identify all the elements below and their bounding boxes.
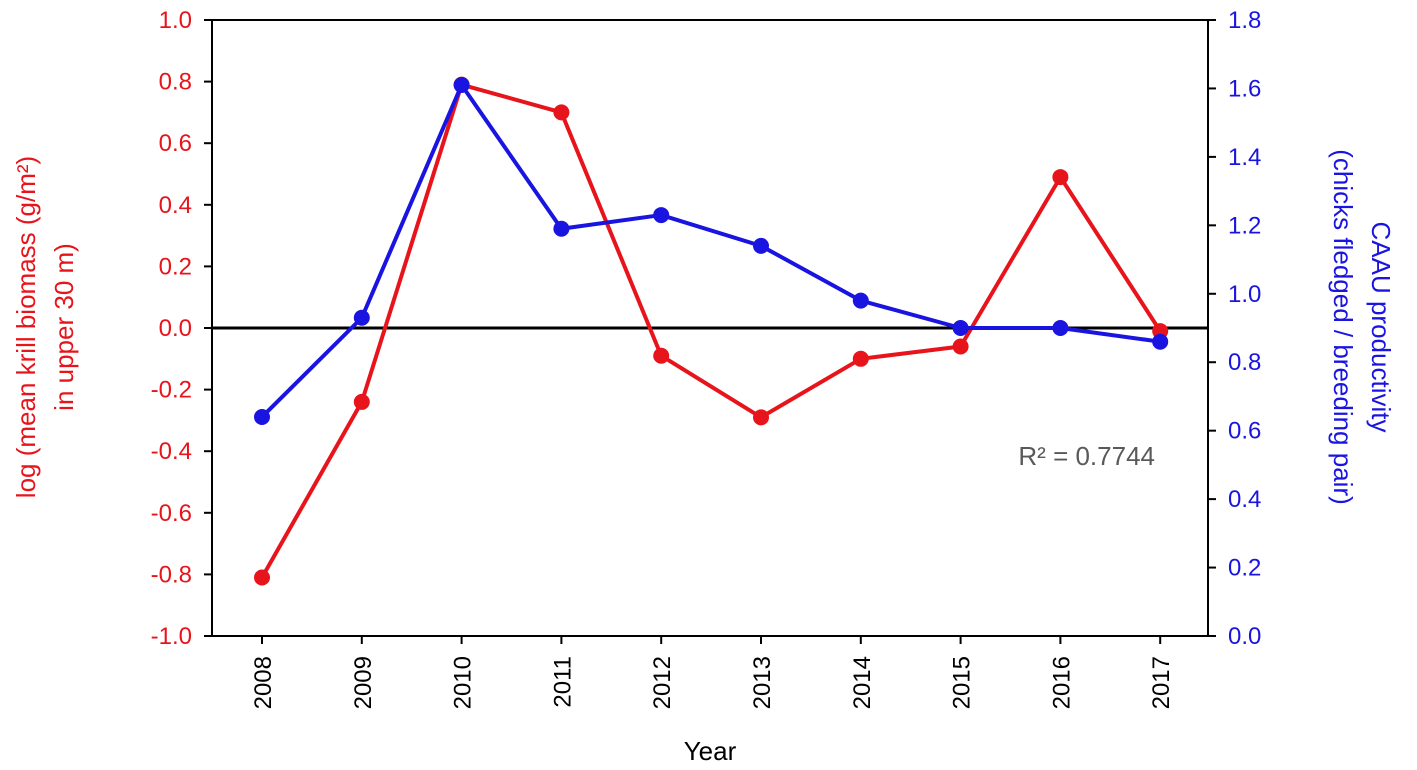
r-squared-annotation: R² = 0.7744 (1018, 441, 1155, 471)
right-tick-label: 0.2 (1228, 555, 1261, 582)
left-tick-label: -0.8 (151, 561, 192, 588)
left-tick-label: -0.4 (151, 438, 192, 465)
right-tick-label: 0.8 (1228, 349, 1261, 376)
left-tick-label: 0.4 (159, 192, 192, 219)
right-axis-ticks: 0.0 0.2 0.4 0.6 0.8 1.0 1.2 1.4 1.6 1.8 (1208, 7, 1261, 650)
right-tick-label: 1.8 (1228, 7, 1261, 34)
x-tick-label: 2017 (1148, 656, 1175, 709)
series-left-point (353, 393, 370, 410)
series-right-line (260, 83, 1161, 419)
series-right-point (852, 292, 869, 309)
series-right-point (753, 237, 769, 254)
left-tick-label: 0.0 (159, 315, 192, 342)
series-left-line (260, 82, 1162, 579)
series-group (254, 76, 1169, 586)
series-right-point (254, 408, 270, 425)
series-left-point (852, 350, 869, 367)
left-axis-ticks: -1.0 -0.8 -0.6 -0.4 -0.2 0.0 0.2 0.4 0.6 0.8 1.0 (151, 7, 212, 650)
left-axis-title-line2: in upper 30 m) (49, 243, 79, 411)
x-tick-label: 2012 (649, 656, 676, 709)
series-right-point (1052, 320, 1069, 336)
left-tick-label: 1.0 (159, 7, 192, 34)
series-right-point (453, 77, 470, 94)
series-left-point (1052, 169, 1069, 186)
left-tick-label: -0.2 (151, 377, 192, 404)
left-tick-label: -0.6 (151, 500, 192, 527)
left-tick-label: 0.6 (159, 130, 192, 157)
x-tick-label: 2010 (450, 656, 477, 709)
right-tick-label: 1.6 (1228, 75, 1261, 102)
series-left-point (553, 104, 570, 121)
x-tick-label: 2016 (1048, 656, 1075, 709)
series-left-point (753, 409, 769, 426)
left-tick-label: 0.8 (159, 69, 192, 96)
right-tick-label: 1.0 (1228, 281, 1261, 308)
series-left-point (952, 338, 969, 355)
x-axis-title: Year (684, 736, 737, 766)
right-tick-label: 0.4 (1228, 486, 1261, 513)
series-right-point (353, 309, 370, 326)
x-tick-label: 2011 (549, 656, 576, 708)
right-axis-title-line2: (chicks fledged / breeding pair) (1328, 149, 1358, 505)
x-tick-label: 2013 (749, 656, 776, 709)
series-left-point (254, 569, 270, 586)
left-tick-label: -1.0 (151, 623, 192, 650)
series-right-point (653, 207, 670, 224)
x-tick-label: 2008 (250, 656, 277, 709)
x-tick-label: 2009 (350, 656, 377, 709)
right-tick-label: 1.4 (1228, 144, 1261, 171)
x-tick-label: 2015 (949, 656, 976, 709)
left-axis-title-line1: log (mean krill biomass (g/m²) (11, 156, 41, 498)
series-left-point (653, 347, 670, 364)
right-axis-title-line1: CAAU productivity (1366, 222, 1396, 433)
left-tick-label: 0.2 (159, 253, 192, 280)
series-right-point (1152, 333, 1169, 350)
series-right-point (553, 220, 570, 237)
series-right-point (952, 320, 969, 336)
x-axis-ticks: 2008 2009 2010 2011 2012 2013 2014 2015 2016 2017 (250, 636, 1175, 709)
right-tick-label: 0.6 (1228, 418, 1261, 445)
x-tick-label: 2014 (849, 656, 876, 709)
right-tick-label: 1.2 (1228, 212, 1261, 239)
right-tick-label: 0.0 (1228, 623, 1261, 650)
